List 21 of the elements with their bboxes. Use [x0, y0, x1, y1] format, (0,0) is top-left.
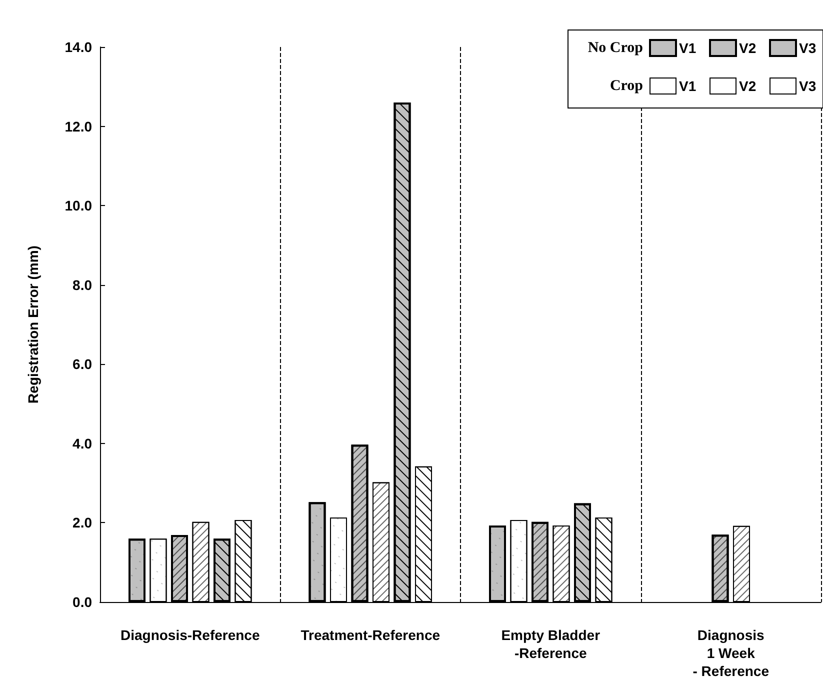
y-tick-label: 4.0 — [72, 435, 92, 452]
legend-label: V2 — [739, 78, 756, 94]
y-axis-title: Registration Error (mm) — [25, 246, 41, 404]
x-tick-label: Diagnosis 1 Week - Reference — [692, 627, 770, 679]
legend-label: V3 — [799, 78, 816, 94]
x-tick-label: Empty Bladder -Reference — [501, 627, 601, 661]
y-tick-label: 6.0 — [72, 356, 92, 372]
legend-label: V1 — [679, 40, 696, 56]
x-tick-label: Diagnosis-Reference — [120, 627, 260, 643]
y-tick-label: 10.0 — [64, 198, 92, 214]
y-tick-label: 2.0 — [72, 514, 92, 531]
legend-label: V3 — [799, 40, 816, 56]
y-tick-label: 12.0 — [64, 118, 92, 134]
legend-label: V2 — [739, 40, 756, 56]
legend-label: V1 — [679, 78, 696, 94]
annotation: No Crop — [588, 40, 643, 56]
y-tick-label: 8.0 — [72, 276, 92, 293]
x-tick-label: Treatment-Reference — [300, 627, 440, 643]
annotation: Crop — [610, 78, 643, 94]
y-tick-label: 0.0 — [72, 594, 92, 610]
y-tick-label: 14.0 — [64, 39, 92, 55]
